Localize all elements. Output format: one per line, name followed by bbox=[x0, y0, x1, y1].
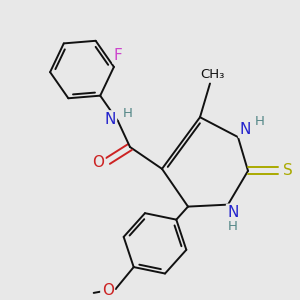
Text: H: H bbox=[255, 115, 265, 128]
Text: H: H bbox=[228, 220, 238, 233]
Text: N: N bbox=[104, 112, 116, 127]
Text: N: N bbox=[239, 122, 251, 136]
Text: N: N bbox=[227, 205, 239, 220]
Text: S: S bbox=[283, 163, 293, 178]
Text: H: H bbox=[123, 107, 133, 120]
Text: O: O bbox=[92, 155, 104, 170]
Text: F: F bbox=[113, 47, 122, 62]
Text: O: O bbox=[102, 284, 114, 298]
Text: CH₃: CH₃ bbox=[200, 68, 224, 81]
